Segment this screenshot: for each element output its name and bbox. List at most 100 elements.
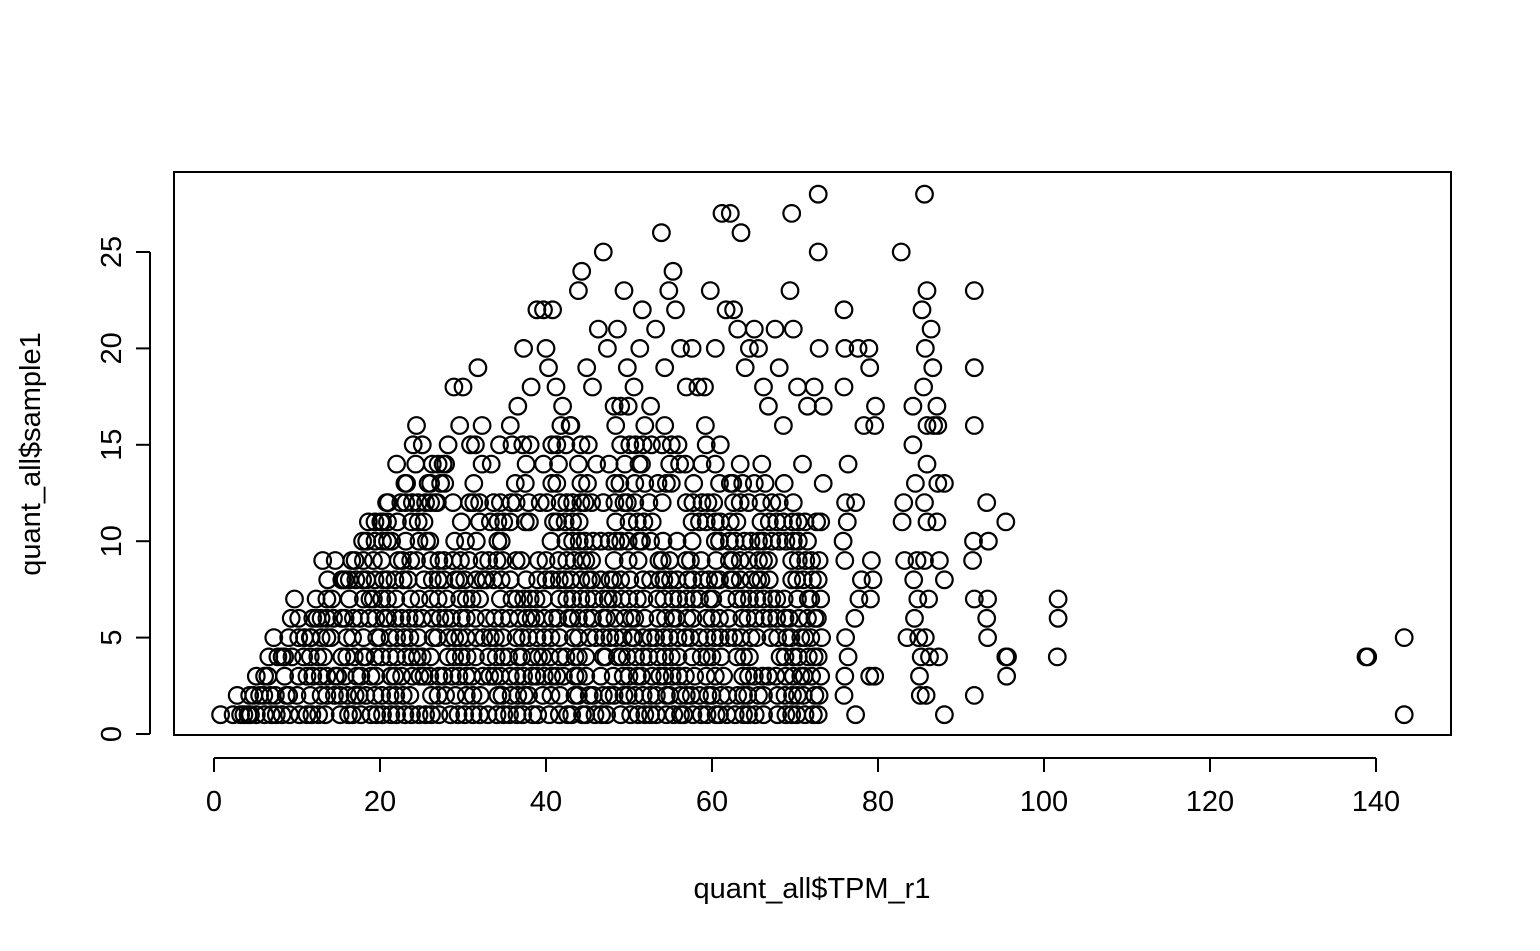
data-point <box>527 628 547 647</box>
data-point <box>541 628 561 647</box>
data-point <box>449 666 469 686</box>
data-point <box>1047 647 1067 667</box>
data-point <box>684 474 704 493</box>
data-point <box>741 570 761 590</box>
data-point <box>808 705 828 725</box>
data-point <box>671 339 690 358</box>
data-point <box>551 416 571 435</box>
data-point <box>338 686 358 705</box>
data-point <box>409 705 429 725</box>
data-point <box>543 300 562 320</box>
data-point <box>569 531 589 551</box>
data-point <box>720 203 740 223</box>
data-point <box>541 686 561 705</box>
data-point <box>485 608 504 628</box>
data-point <box>593 493 613 513</box>
data-point <box>998 647 1017 667</box>
data-point <box>313 551 333 570</box>
data-point <box>422 454 442 474</box>
data-point <box>325 551 345 570</box>
data-point <box>802 666 821 686</box>
data-point <box>547 435 567 455</box>
data-point <box>654 589 674 609</box>
data-point <box>512 628 532 647</box>
data-point <box>534 454 553 474</box>
plot-frame <box>173 171 1452 736</box>
data-point <box>556 531 576 551</box>
data-point <box>795 705 815 725</box>
data-point <box>520 435 540 455</box>
data-point <box>688 377 708 397</box>
data-point <box>783 512 802 532</box>
data-point <box>330 686 350 705</box>
data-point <box>474 628 494 647</box>
data-point <box>549 589 569 609</box>
data-point <box>281 608 301 628</box>
data-point <box>307 608 327 628</box>
data-point <box>648 647 668 667</box>
data-point <box>339 589 359 609</box>
data-point <box>747 628 767 647</box>
data-points <box>211 184 1414 725</box>
data-point <box>460 493 480 513</box>
data-point <box>470 589 490 609</box>
data-point <box>749 551 768 570</box>
data-point <box>762 531 782 551</box>
data-point <box>455 705 475 725</box>
data-point <box>416 705 436 725</box>
data-point <box>366 666 386 686</box>
data-point <box>599 454 619 474</box>
data-point <box>618 551 638 570</box>
data-point <box>521 377 541 397</box>
data-point <box>438 435 458 455</box>
data-point <box>745 705 765 725</box>
data-point <box>499 647 519 667</box>
y-axis: 0 5 10 15 20 25 <box>96 236 151 742</box>
data-point <box>652 223 671 243</box>
data-point <box>466 608 485 628</box>
data-point <box>408 512 428 532</box>
data-point <box>395 474 415 493</box>
data-point <box>705 666 725 686</box>
data-point <box>598 589 618 609</box>
data-point <box>751 570 771 590</box>
data-point <box>456 686 476 705</box>
data-point <box>311 686 331 705</box>
data-point <box>407 416 426 435</box>
data-point <box>669 589 689 609</box>
data-point <box>656 608 675 628</box>
data-point <box>635 705 655 725</box>
data-point <box>556 435 576 455</box>
data-point <box>774 416 793 435</box>
data-point <box>608 319 627 339</box>
data-point <box>677 608 697 628</box>
data-point <box>402 512 421 532</box>
data-point <box>506 551 526 570</box>
data-point <box>671 686 690 705</box>
data-point <box>909 628 929 647</box>
data-point <box>549 570 569 590</box>
data-point <box>297 666 317 686</box>
data-point <box>494 705 514 725</box>
data-point <box>978 628 997 647</box>
data-point <box>407 551 426 570</box>
data-point <box>663 261 683 281</box>
data-point <box>625 608 645 628</box>
data-point <box>520 589 540 609</box>
data-point <box>343 705 363 725</box>
data-point <box>611 531 631 551</box>
data-point <box>625 474 645 493</box>
data-point <box>514 339 533 358</box>
data-point <box>744 319 764 339</box>
data-point <box>472 551 492 570</box>
data-point <box>964 531 983 551</box>
data-point <box>422 570 442 590</box>
data-point <box>647 686 666 705</box>
data-point <box>1394 628 1414 647</box>
data-point <box>401 589 421 609</box>
data-point <box>690 686 709 705</box>
data-point <box>421 551 441 570</box>
data-point <box>642 666 662 686</box>
data-point <box>835 666 855 686</box>
data-point <box>579 628 599 647</box>
